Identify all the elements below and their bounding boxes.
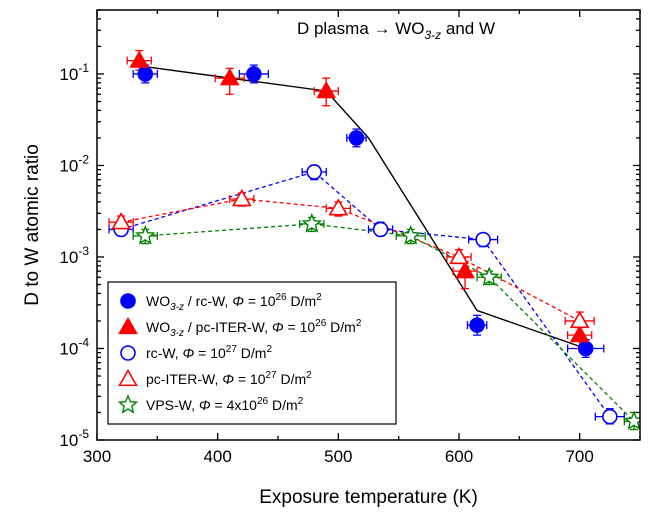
x-tick-label: 500 [324, 447, 352, 466]
data-point [219, 68, 240, 86]
data-point [475, 231, 491, 248]
data-point [569, 310, 590, 329]
legend-label: VPS-W, Φ = 4x1026 D/m2 [146, 396, 304, 413]
chart-text: 300 400 500 600 700 10-5 10-4 10-3 10-2 10-1 Expos… [22, 19, 594, 508]
legend-label: pc-ITER-W, Φ = 1027 D/m2 [146, 370, 312, 387]
data-point [577, 340, 594, 357]
data-point [328, 198, 349, 216]
data-point [316, 80, 337, 99]
x-tick-label: 600 [445, 447, 473, 466]
legend-entry: rc-W, Φ = 1027 D/m2 [120, 344, 272, 361]
x-tick-label: 700 [565, 447, 593, 466]
trend-line [145, 66, 586, 350]
data-point [301, 213, 323, 233]
data-point [455, 261, 475, 279]
y-tick-label: 10-2 [59, 152, 89, 175]
y-axis-title: D to W atomic ratio [22, 144, 43, 306]
legend-entry: WO3-z / pc-ITER-W, Φ = 1026 D/m2 [118, 316, 362, 339]
data-point [246, 66, 262, 82]
legend-label: WO3-z / rc-W, Φ = 1026 D/m2 [146, 292, 322, 313]
data-point [623, 410, 640, 431]
data-point [602, 408, 618, 425]
data-point [134, 225, 156, 245]
y-tick-label: 10-5 [59, 427, 89, 450]
legend-marker [120, 293, 136, 309]
data-point [469, 317, 485, 333]
data-point [478, 266, 500, 287]
x-tick-label: 300 [83, 447, 111, 466]
data-markers [111, 50, 640, 431]
data-point [569, 325, 590, 343]
chart-title: D plasma → WO3-z and W [297, 19, 495, 42]
legend-entry: WO3-z / rc-W, Φ = 1026 D/m2 [120, 292, 322, 313]
legend-entry: pc-ITER-W, Φ = 1027 D/m2 [118, 368, 312, 387]
data-point [372, 221, 389, 238]
data-point [306, 164, 323, 180]
legend: WO3-z / rc-W, Φ = 1026 D/m2 WO3-z / pc-IT… [107, 281, 397, 425]
legend-label: WO3-z / pc-ITER-W, Φ = 1026 D/m2 [146, 318, 362, 339]
legend-marker [118, 316, 138, 335]
legend-label: rc-W, Φ = 1027 D/m2 [146, 344, 272, 361]
data-point [231, 188, 252, 207]
legend-entry: VPS-W, Φ = 4x1026 D/m2 [117, 394, 304, 414]
legend-marker [117, 394, 139, 414]
data-point [111, 212, 132, 230]
plot-frame [96, 9, 641, 441]
x-axis-title: Exposure temperature (K) [259, 487, 478, 508]
y-tick-label: 10-4 [59, 335, 89, 358]
legend-box [107, 281, 397, 425]
data-point [137, 66, 154, 82]
data-point [449, 246, 469, 265]
axes [96, 9, 641, 441]
legend-marker [120, 345, 136, 361]
data-point [400, 225, 422, 245]
x-tick-label: 400 [203, 447, 231, 466]
data-point [129, 50, 150, 68]
data-point [348, 130, 365, 146]
y-tick-label: 10-3 [59, 244, 89, 267]
y-tick-label: 10-1 [59, 61, 89, 84]
legend-marker [118, 368, 138, 387]
